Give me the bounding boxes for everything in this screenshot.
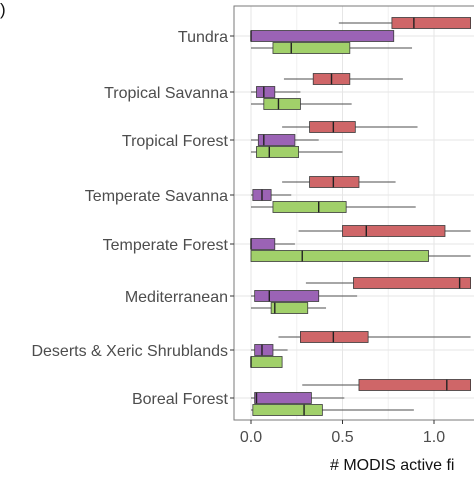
box-rect xyxy=(256,146,299,158)
box-rect xyxy=(254,392,312,404)
box-purple-1 xyxy=(250,30,395,42)
box-rect xyxy=(309,176,360,188)
box-green-5 xyxy=(250,250,471,262)
box-rect xyxy=(270,302,309,314)
box-rect xyxy=(263,98,301,110)
y-tick-label: Temperate Forest xyxy=(103,237,229,254)
box-rect xyxy=(254,290,320,302)
x-tick-label: 0.5 xyxy=(331,429,353,446)
box-purple-7 xyxy=(251,344,288,356)
box-purple-2 xyxy=(251,86,301,98)
box-rect xyxy=(358,379,471,391)
box-rect xyxy=(309,121,356,133)
box-rect xyxy=(342,225,446,237)
box-red-5 xyxy=(298,225,471,237)
box-red-6 xyxy=(305,277,472,289)
panel-border xyxy=(233,5,474,421)
box-purple-3 xyxy=(251,134,319,146)
box-rect xyxy=(256,86,276,98)
x-tick-label: 1.0 xyxy=(423,429,445,446)
box-green-8 xyxy=(251,404,414,416)
box-rect xyxy=(250,250,429,262)
box-purple-8 xyxy=(251,392,345,404)
y-tick-label: Tropical Forest xyxy=(122,133,229,150)
box-purple-6 xyxy=(251,290,358,302)
x-axis-label: # MODIS active fi xyxy=(330,457,454,474)
box-rect xyxy=(250,30,395,42)
box-purple-4 xyxy=(251,189,292,201)
box-purple-5 xyxy=(250,238,295,250)
y-tick-label: Tundra xyxy=(178,29,228,46)
box-green-2 xyxy=(251,98,352,110)
box-rect xyxy=(250,238,276,250)
y-tick-label: Mediterranean xyxy=(125,289,228,306)
box-green-3 xyxy=(251,146,343,158)
box-red-4 xyxy=(282,176,396,188)
x-tick-label: 0.0 xyxy=(240,429,262,446)
labels-layer: Tundra Tropical Savanna Tropical Forest Tem… xyxy=(31,29,445,446)
box-rect xyxy=(391,17,472,29)
box-rect xyxy=(272,42,351,54)
box-red-8 xyxy=(302,379,471,391)
box-rect xyxy=(250,356,283,368)
y-tick-label: Temperate Savanna xyxy=(85,188,228,205)
box-green-7 xyxy=(250,356,283,368)
box-rect xyxy=(353,277,472,289)
box-rect xyxy=(252,404,323,416)
panel-letter: ) xyxy=(0,0,6,19)
box-red-3 xyxy=(282,121,418,133)
box-red-2 xyxy=(283,73,403,85)
box-red-7 xyxy=(278,331,471,343)
box-rect xyxy=(300,331,369,343)
marks-layer xyxy=(250,17,472,416)
box-rect xyxy=(257,134,296,146)
box-green-1 xyxy=(251,42,413,54)
box-red-1 xyxy=(338,17,472,29)
box-rect xyxy=(254,344,274,356)
box-green-4 xyxy=(251,201,416,213)
box-green-6 xyxy=(251,302,327,314)
y-tick-label: Boreal Forest xyxy=(132,391,229,408)
box-rect xyxy=(272,201,347,213)
y-tick-label: Deserts & Xeric Shrublands xyxy=(31,343,228,360)
y-tick-label: Tropical Savanna xyxy=(104,85,228,102)
